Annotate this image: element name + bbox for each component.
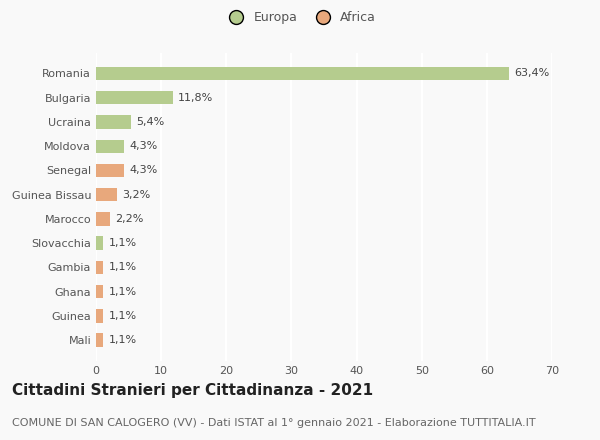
Text: 1,1%: 1,1% [109,311,137,321]
Bar [96,212,110,226]
Text: 4,3%: 4,3% [129,141,157,151]
Bar [96,139,124,153]
Text: 1,1%: 1,1% [109,335,137,345]
Bar [96,91,173,104]
Text: 63,4%: 63,4% [514,69,550,78]
Text: Cittadini Stranieri per Cittadinanza - 2021: Cittadini Stranieri per Cittadinanza - 2… [12,383,373,398]
Text: 2,2%: 2,2% [116,214,144,224]
Bar [96,188,117,202]
Bar [96,67,509,80]
Bar [96,236,103,250]
Text: 5,4%: 5,4% [136,117,164,127]
Bar [96,285,103,298]
Bar [96,115,131,128]
Text: 3,2%: 3,2% [122,190,151,200]
Legend: Europa, Africa: Europa, Africa [219,6,381,29]
Text: 1,1%: 1,1% [109,238,137,248]
Bar [96,309,103,323]
Bar [96,261,103,274]
Text: 4,3%: 4,3% [129,165,157,176]
Text: 1,1%: 1,1% [109,286,137,297]
Bar [96,164,124,177]
Text: 11,8%: 11,8% [178,93,214,103]
Text: COMUNE DI SAN CALOGERO (VV) - Dati ISTAT al 1° gennaio 2021 - Elaborazione TUTTI: COMUNE DI SAN CALOGERO (VV) - Dati ISTAT… [12,418,536,428]
Text: 1,1%: 1,1% [109,262,137,272]
Bar [96,334,103,347]
